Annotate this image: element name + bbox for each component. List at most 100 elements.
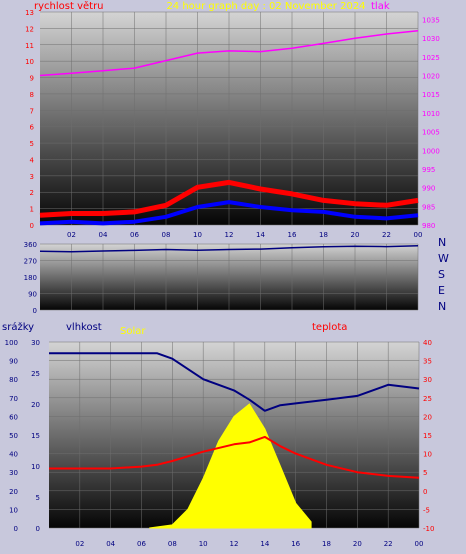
x-tick-label: 20: [351, 231, 360, 239]
wind-speed-series: [39, 179, 419, 218]
wind-tick-label: 2: [30, 189, 34, 197]
wind-pressure-ticks: 0123456789101112139809859909951000100510…: [25, 9, 440, 239]
wind-direction-series: [39, 245, 419, 253]
x-tick-label: 14: [260, 540, 269, 548]
x-tick-label: 06: [137, 540, 146, 548]
humidity-axis-label: vlhkost: [66, 322, 102, 333]
solar-series: [149, 403, 312, 529]
compass-label: N: [438, 300, 446, 313]
temperature-axis-label: teplota: [312, 322, 347, 333]
x-tick-label: 08: [162, 231, 171, 239]
rain-tick-label: 40: [9, 451, 18, 459]
humidity-tick-label: 15: [31, 432, 40, 440]
x-tick-label: 12: [225, 231, 234, 239]
wind-gust-series: [39, 200, 419, 226]
direction-tick-label: 0: [33, 307, 37, 315]
rain-humidity-temp-series: [49, 352, 420, 529]
direction-tick-label: 360: [24, 241, 37, 249]
pressure-tick-label: 1005: [422, 129, 440, 137]
humidity-tick-label: 20: [31, 401, 40, 409]
humidity-series: [49, 352, 420, 412]
temperature-tick-label: 25: [423, 395, 432, 403]
humidity-tick-label: 30: [31, 339, 40, 347]
wind-tick-label: 8: [30, 91, 34, 99]
temperature-tick-label: 5: [423, 469, 427, 477]
pressure-tick-label: 1020: [422, 73, 440, 81]
temperature-tick-label: -10: [423, 525, 434, 533]
x-tick-label: 18: [319, 231, 328, 239]
x-tick-label: 20: [353, 540, 362, 548]
compass-label: S: [438, 268, 445, 281]
compass-label: N: [438, 236, 446, 249]
temperature-tick-label: 20: [423, 413, 432, 421]
wind-tick-label: 10: [25, 58, 34, 66]
wind-tick-label: 7: [30, 107, 34, 115]
temperature-tick-label: 10: [423, 451, 432, 459]
wind-direction-grid: [40, 243, 419, 311]
wind-tick-label: 6: [30, 124, 35, 132]
rain-tick-label: 80: [9, 376, 18, 384]
pressure-tick-label: 1035: [422, 16, 440, 24]
chart-title: 24 hour graph day : 02 November 2024: [166, 1, 365, 12]
wind-tick-label: 3: [30, 173, 34, 181]
direction-tick-label: 270: [24, 258, 37, 266]
rain-humidity-temp-ticks: 0102030405060708090100051015202530-10-50…: [5, 339, 435, 548]
x-tick-label: 04: [99, 231, 108, 239]
pressure-tick-label: 995: [422, 166, 435, 174]
temperature-tick-label: 0: [423, 488, 427, 496]
rain-tick-label: 30: [9, 469, 18, 477]
wind-tick-label: 4: [30, 156, 35, 164]
rain-tick-label: 20: [9, 488, 18, 496]
rain-axis-label: srážky: [2, 321, 34, 333]
wind-tick-label: 1: [30, 206, 34, 214]
rain-tick-label: 100: [5, 339, 18, 347]
x-tick-label: 08: [168, 540, 177, 548]
rain-tick-label: 70: [9, 395, 18, 403]
wind-tick-label: 12: [25, 25, 34, 33]
wind-tick-label: 13: [25, 9, 34, 17]
x-tick-label: 10: [199, 540, 208, 548]
pressure-tick-label: 1030: [422, 35, 440, 43]
x-tick-label: 18: [322, 540, 331, 548]
humidity-tick-label: 10: [31, 463, 40, 471]
solar-axis-label: Solar: [120, 326, 146, 337]
wind-axis-label: rychlost větru: [34, 0, 104, 12]
pressure-series: [39, 29, 419, 77]
pressure-tick-label: 1000: [422, 147, 440, 155]
rain-tick-label: 50: [9, 432, 18, 440]
temperature-tick-label: -5: [423, 506, 430, 514]
x-tick-label: 10: [193, 231, 202, 239]
humidity-tick-label: 0: [36, 525, 40, 533]
wind-direction-series: [39, 245, 419, 253]
x-tick-label: 12: [230, 540, 239, 548]
temperature-series: [49, 435, 420, 479]
x-tick-label: 22: [384, 540, 393, 548]
rain-tick-label: 0: [14, 525, 18, 533]
pressure-tick-label: 1015: [422, 91, 440, 99]
pressure-tick-label: 980: [422, 222, 435, 230]
temperature-tick-label: 15: [423, 432, 432, 440]
compass-label: W: [438, 252, 449, 265]
wind-pressure-series: [39, 29, 419, 226]
x-tick-label: 16: [291, 540, 300, 548]
x-tick-label: 02: [67, 231, 76, 239]
wind-tick-label: 0: [30, 222, 34, 230]
x-tick-label: 00: [414, 231, 423, 239]
temperature-tick-label: 30: [423, 376, 432, 384]
x-tick-label: 00: [415, 540, 424, 548]
wind-tick-label: 9: [30, 75, 34, 83]
wind-pressure-grid: [40, 11, 419, 226]
pressure-tick-label: 1025: [422, 54, 440, 62]
x-tick-label: 22: [382, 231, 391, 239]
pressure-axis-label: tlak: [371, 1, 390, 12]
pressure-tick-label: 990: [422, 185, 435, 193]
pressure-tick-label: 1010: [422, 110, 440, 118]
rain-tick-label: 10: [9, 506, 18, 514]
direction-tick-label: 180: [24, 274, 37, 282]
rain-tick-label: 60: [9, 413, 18, 421]
pressure-tick-label: 985: [422, 203, 435, 211]
